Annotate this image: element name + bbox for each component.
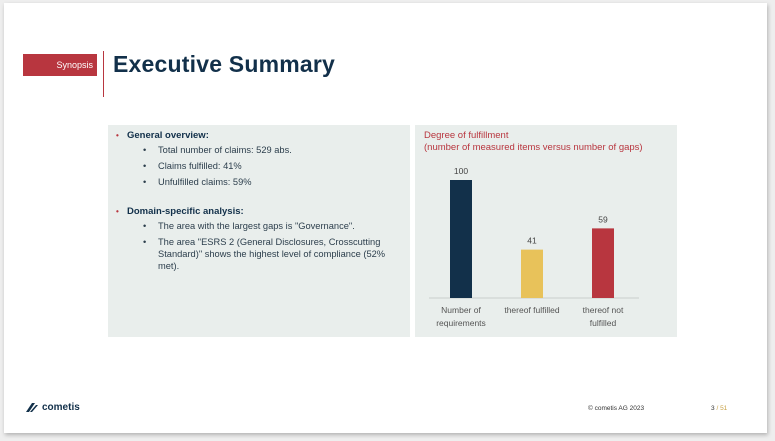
bullet-icon: • — [143, 145, 147, 155]
page-separator: / — [716, 405, 719, 412]
domain-heading-suffix: : — [240, 206, 244, 218]
overview-list: • Total number of claims: 529 abs. • Claim… — [116, 145, 402, 188]
slide: Synopsis Executive Summary • General ove… — [4, 3, 767, 433]
overview-heading: • General overview: — [116, 130, 402, 141]
bar-chart: 100 Number of requirements 41 thereof fulfil… — [429, 166, 639, 328]
page-number: 3 / 51 — [711, 405, 727, 412]
page-current: 3 — [711, 405, 715, 412]
bullet-icon: • — [116, 207, 119, 217]
overview-heading-text: General overview — [127, 130, 206, 141]
overview-panel: • General overview: • Total number of cla… — [108, 125, 410, 337]
data-label-0: 100 — [454, 166, 468, 176]
domain-heading-text: Domain-specific analysis — [127, 206, 241, 218]
domain-heading: • Domain-specific analysis: — [116, 206, 402, 217]
bar-0 — [450, 180, 472, 298]
logo-mark-icon — [26, 403, 38, 412]
data-label-2: 59 — [598, 214, 608, 224]
bar-2 — [592, 228, 614, 298]
bar-1 — [521, 249, 543, 298]
domain-list: • The area with the largest gaps is "Gove… — [116, 221, 402, 272]
category-label-1: thereof fulfilled — [504, 305, 560, 315]
section-tag: Synopsis — [23, 54, 97, 76]
category-label-2: thereof not — [583, 305, 624, 315]
page-total: 51 — [720, 405, 728, 412]
page-title: Executive Summary — [113, 51, 336, 77]
list-item: • Total number of claims: 529 abs. — [143, 145, 292, 155]
category-label-2: fulfilled — [590, 318, 617, 328]
list-item: • Claims fulfilled: 41% — [143, 160, 242, 171]
chart-subtitle: (number of measured items versus number … — [424, 141, 643, 153]
category-label-0: Number of — [441, 305, 481, 315]
bullet-icon: • — [116, 131, 119, 140]
data-label-1: 41 — [527, 236, 537, 246]
copyright: © cometis AG 2023 — [588, 405, 645, 412]
list-item: • Unfulfilled claims: 59% — [143, 176, 252, 187]
bullet-icon: • — [143, 221, 147, 232]
chart-panel: Degree of fulfillment (number of measure… — [415, 125, 677, 337]
list-item: • The area with the largest gaps is "Gove… — [143, 221, 355, 232]
list-item: • The area "ESRS 2 (General Disclosures, … — [143, 237, 386, 271]
company-logo: cometis — [26, 402, 80, 413]
bullet-icon: • — [143, 237, 147, 248]
overview-heading-suffix: : — [205, 130, 209, 141]
logo-text: cometis — [42, 402, 80, 413]
section-tag-label: Synopsis — [56, 60, 93, 70]
bullet-icon: • — [143, 176, 147, 187]
bullet-icon: • — [143, 160, 147, 171]
category-label-0: requirements — [436, 318, 486, 328]
chart-title: Degree of fulfillment — [424, 130, 509, 141]
title-divider — [103, 51, 104, 97]
spacer — [116, 192, 402, 206]
